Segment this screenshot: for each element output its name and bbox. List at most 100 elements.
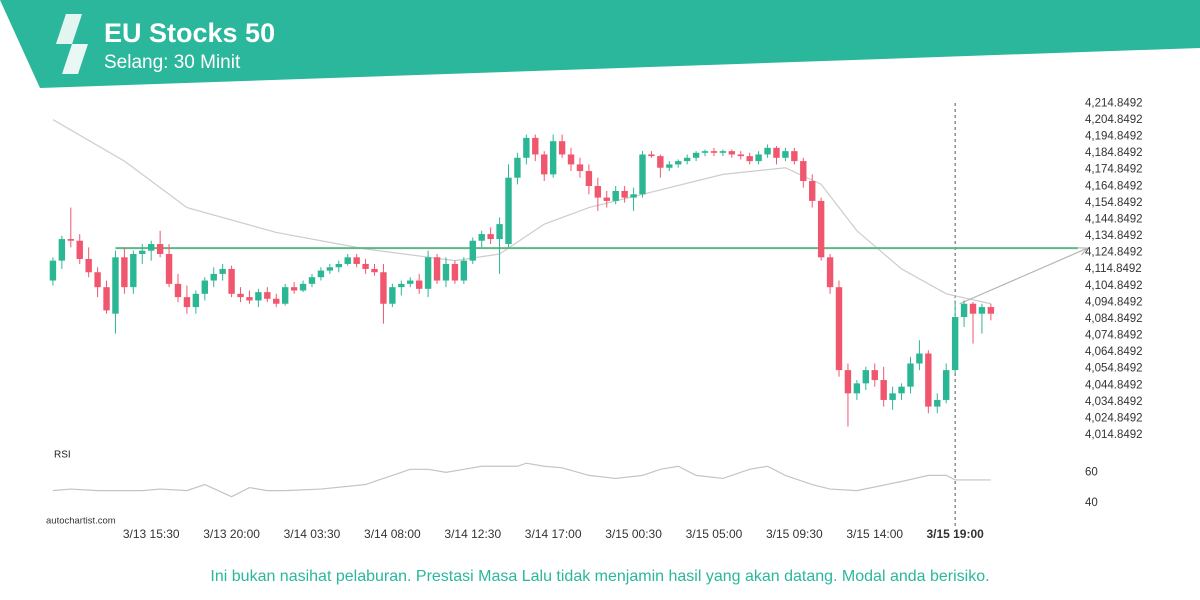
x-tick-label: 3/14 12:30 bbox=[444, 527, 501, 541]
candle-body bbox=[871, 370, 878, 381]
candle-body bbox=[978, 307, 986, 314]
candle-body bbox=[228, 268, 235, 294]
candle-body bbox=[612, 190, 619, 201]
rsi-tick-label: 40 bbox=[1085, 497, 1098, 509]
candle-body bbox=[844, 370, 852, 394]
candle-body bbox=[290, 287, 298, 291]
candle-body bbox=[192, 293, 200, 308]
candle-body bbox=[630, 194, 637, 198]
candle-body bbox=[281, 287, 289, 304]
candle-body bbox=[549, 141, 557, 175]
candle-body bbox=[415, 280, 423, 289]
candle-body bbox=[960, 303, 968, 318]
candle-body bbox=[460, 260, 468, 281]
candle-body bbox=[951, 317, 959, 371]
candle-body bbox=[791, 151, 798, 162]
y-tick-label: 4,074.8492 bbox=[1085, 330, 1143, 342]
candle-body bbox=[969, 303, 977, 314]
candle-body bbox=[648, 154, 655, 157]
candle-body bbox=[76, 240, 83, 259]
candle-body bbox=[496, 224, 503, 240]
candle-body bbox=[916, 353, 923, 364]
candle-body bbox=[701, 151, 709, 153]
y-tick-label: 4,184.8492 bbox=[1085, 147, 1143, 159]
candle-body bbox=[835, 287, 843, 371]
source: autochartist.com bbox=[46, 516, 116, 527]
candle-body bbox=[299, 283, 307, 291]
candle-body bbox=[907, 363, 914, 387]
y-tick-label: 4,194.8492 bbox=[1085, 131, 1143, 143]
candle-body bbox=[594, 185, 602, 198]
candle-body bbox=[335, 263, 342, 268]
x-tick-label: 3/14 08:00 bbox=[364, 527, 421, 541]
candle-body bbox=[255, 292, 262, 301]
candle-body bbox=[639, 154, 646, 195]
header-band bbox=[0, 0, 1200, 88]
candle-body bbox=[567, 154, 575, 165]
candle-body bbox=[728, 151, 736, 155]
y-tick-label: 4,064.8492 bbox=[1085, 346, 1143, 358]
candle-body bbox=[585, 171, 593, 186]
candle-body bbox=[675, 161, 682, 165]
candle-body bbox=[541, 154, 548, 175]
candle-body bbox=[925, 353, 932, 407]
candle-body bbox=[666, 164, 673, 168]
candle-body bbox=[603, 197, 610, 201]
candle-body bbox=[692, 152, 700, 158]
y-tick-label: 4,044.8492 bbox=[1085, 379, 1143, 391]
candle-body bbox=[576, 164, 584, 172]
y-tick-label: 4,124.8492 bbox=[1085, 247, 1143, 259]
x-tick-label: 3/13 15:30 bbox=[123, 527, 180, 541]
candle-body bbox=[353, 257, 360, 264]
candle-body bbox=[219, 268, 226, 274]
rsi-tick-label: 60 bbox=[1085, 466, 1098, 478]
y-tick-label: 4,214.8492 bbox=[1085, 97, 1143, 109]
candle-body bbox=[621, 190, 628, 198]
candle-body bbox=[264, 292, 271, 299]
candle-body bbox=[532, 137, 539, 155]
candle-body bbox=[94, 272, 101, 288]
candle-body bbox=[451, 263, 459, 281]
x-tick-label: 3/15 00:30 bbox=[605, 527, 662, 541]
candle-body bbox=[442, 263, 450, 281]
candle-body bbox=[362, 263, 369, 269]
candle-body bbox=[147, 244, 155, 251]
y-tick-label: 4,154.8492 bbox=[1085, 197, 1143, 209]
candle-body bbox=[657, 156, 664, 168]
x-tick-label: 3/14 03:30 bbox=[284, 527, 341, 541]
candle-body bbox=[237, 293, 244, 298]
candle-body bbox=[273, 298, 280, 304]
candle-body bbox=[371, 268, 378, 273]
x-tick-label: 3/14 17:00 bbox=[525, 527, 582, 541]
y-tick-label: 4,164.8492 bbox=[1085, 180, 1143, 192]
y-tick-label: 4,094.8492 bbox=[1085, 296, 1143, 308]
candle-body bbox=[683, 157, 691, 162]
x-tick-label: 3/15 09:30 bbox=[766, 527, 823, 541]
y-tick-label: 4,104.8492 bbox=[1085, 280, 1143, 292]
candle-body bbox=[889, 393, 896, 400]
candle-body bbox=[505, 177, 512, 245]
candle-body bbox=[58, 239, 66, 261]
candle-body bbox=[898, 386, 905, 394]
candle-body bbox=[719, 151, 727, 153]
y-tick-label: 4,024.8492 bbox=[1085, 412, 1143, 424]
candle-body bbox=[156, 244, 164, 254]
subtitle: Selang: 30 Minit bbox=[104, 52, 241, 73]
candle-body bbox=[130, 253, 137, 288]
candle-body bbox=[398, 283, 405, 288]
candle-body bbox=[246, 297, 253, 301]
candle-body bbox=[755, 154, 762, 162]
candle-body bbox=[782, 151, 789, 158]
candle-body bbox=[433, 257, 441, 281]
y-tick-label: 4,054.8492 bbox=[1085, 363, 1143, 375]
candle-body bbox=[121, 257, 128, 288]
candle-body bbox=[85, 258, 92, 273]
candle-body bbox=[817, 200, 825, 258]
disclaimer: Ini bukan nasihat pelaburan. Prestasi Ma… bbox=[210, 568, 989, 585]
candle-body bbox=[880, 380, 887, 400]
forecast-arrowhead bbox=[1078, 247, 1089, 256]
x-tick-label: 3/15 14:00 bbox=[846, 527, 903, 541]
forecast-line bbox=[959, 247, 1088, 305]
candle-body bbox=[800, 161, 807, 182]
